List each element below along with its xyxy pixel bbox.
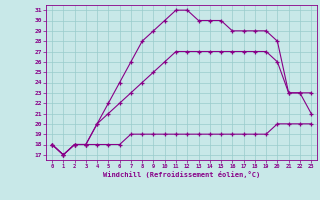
X-axis label: Windchill (Refroidissement éolien,°C): Windchill (Refroidissement éolien,°C) — [103, 171, 260, 178]
